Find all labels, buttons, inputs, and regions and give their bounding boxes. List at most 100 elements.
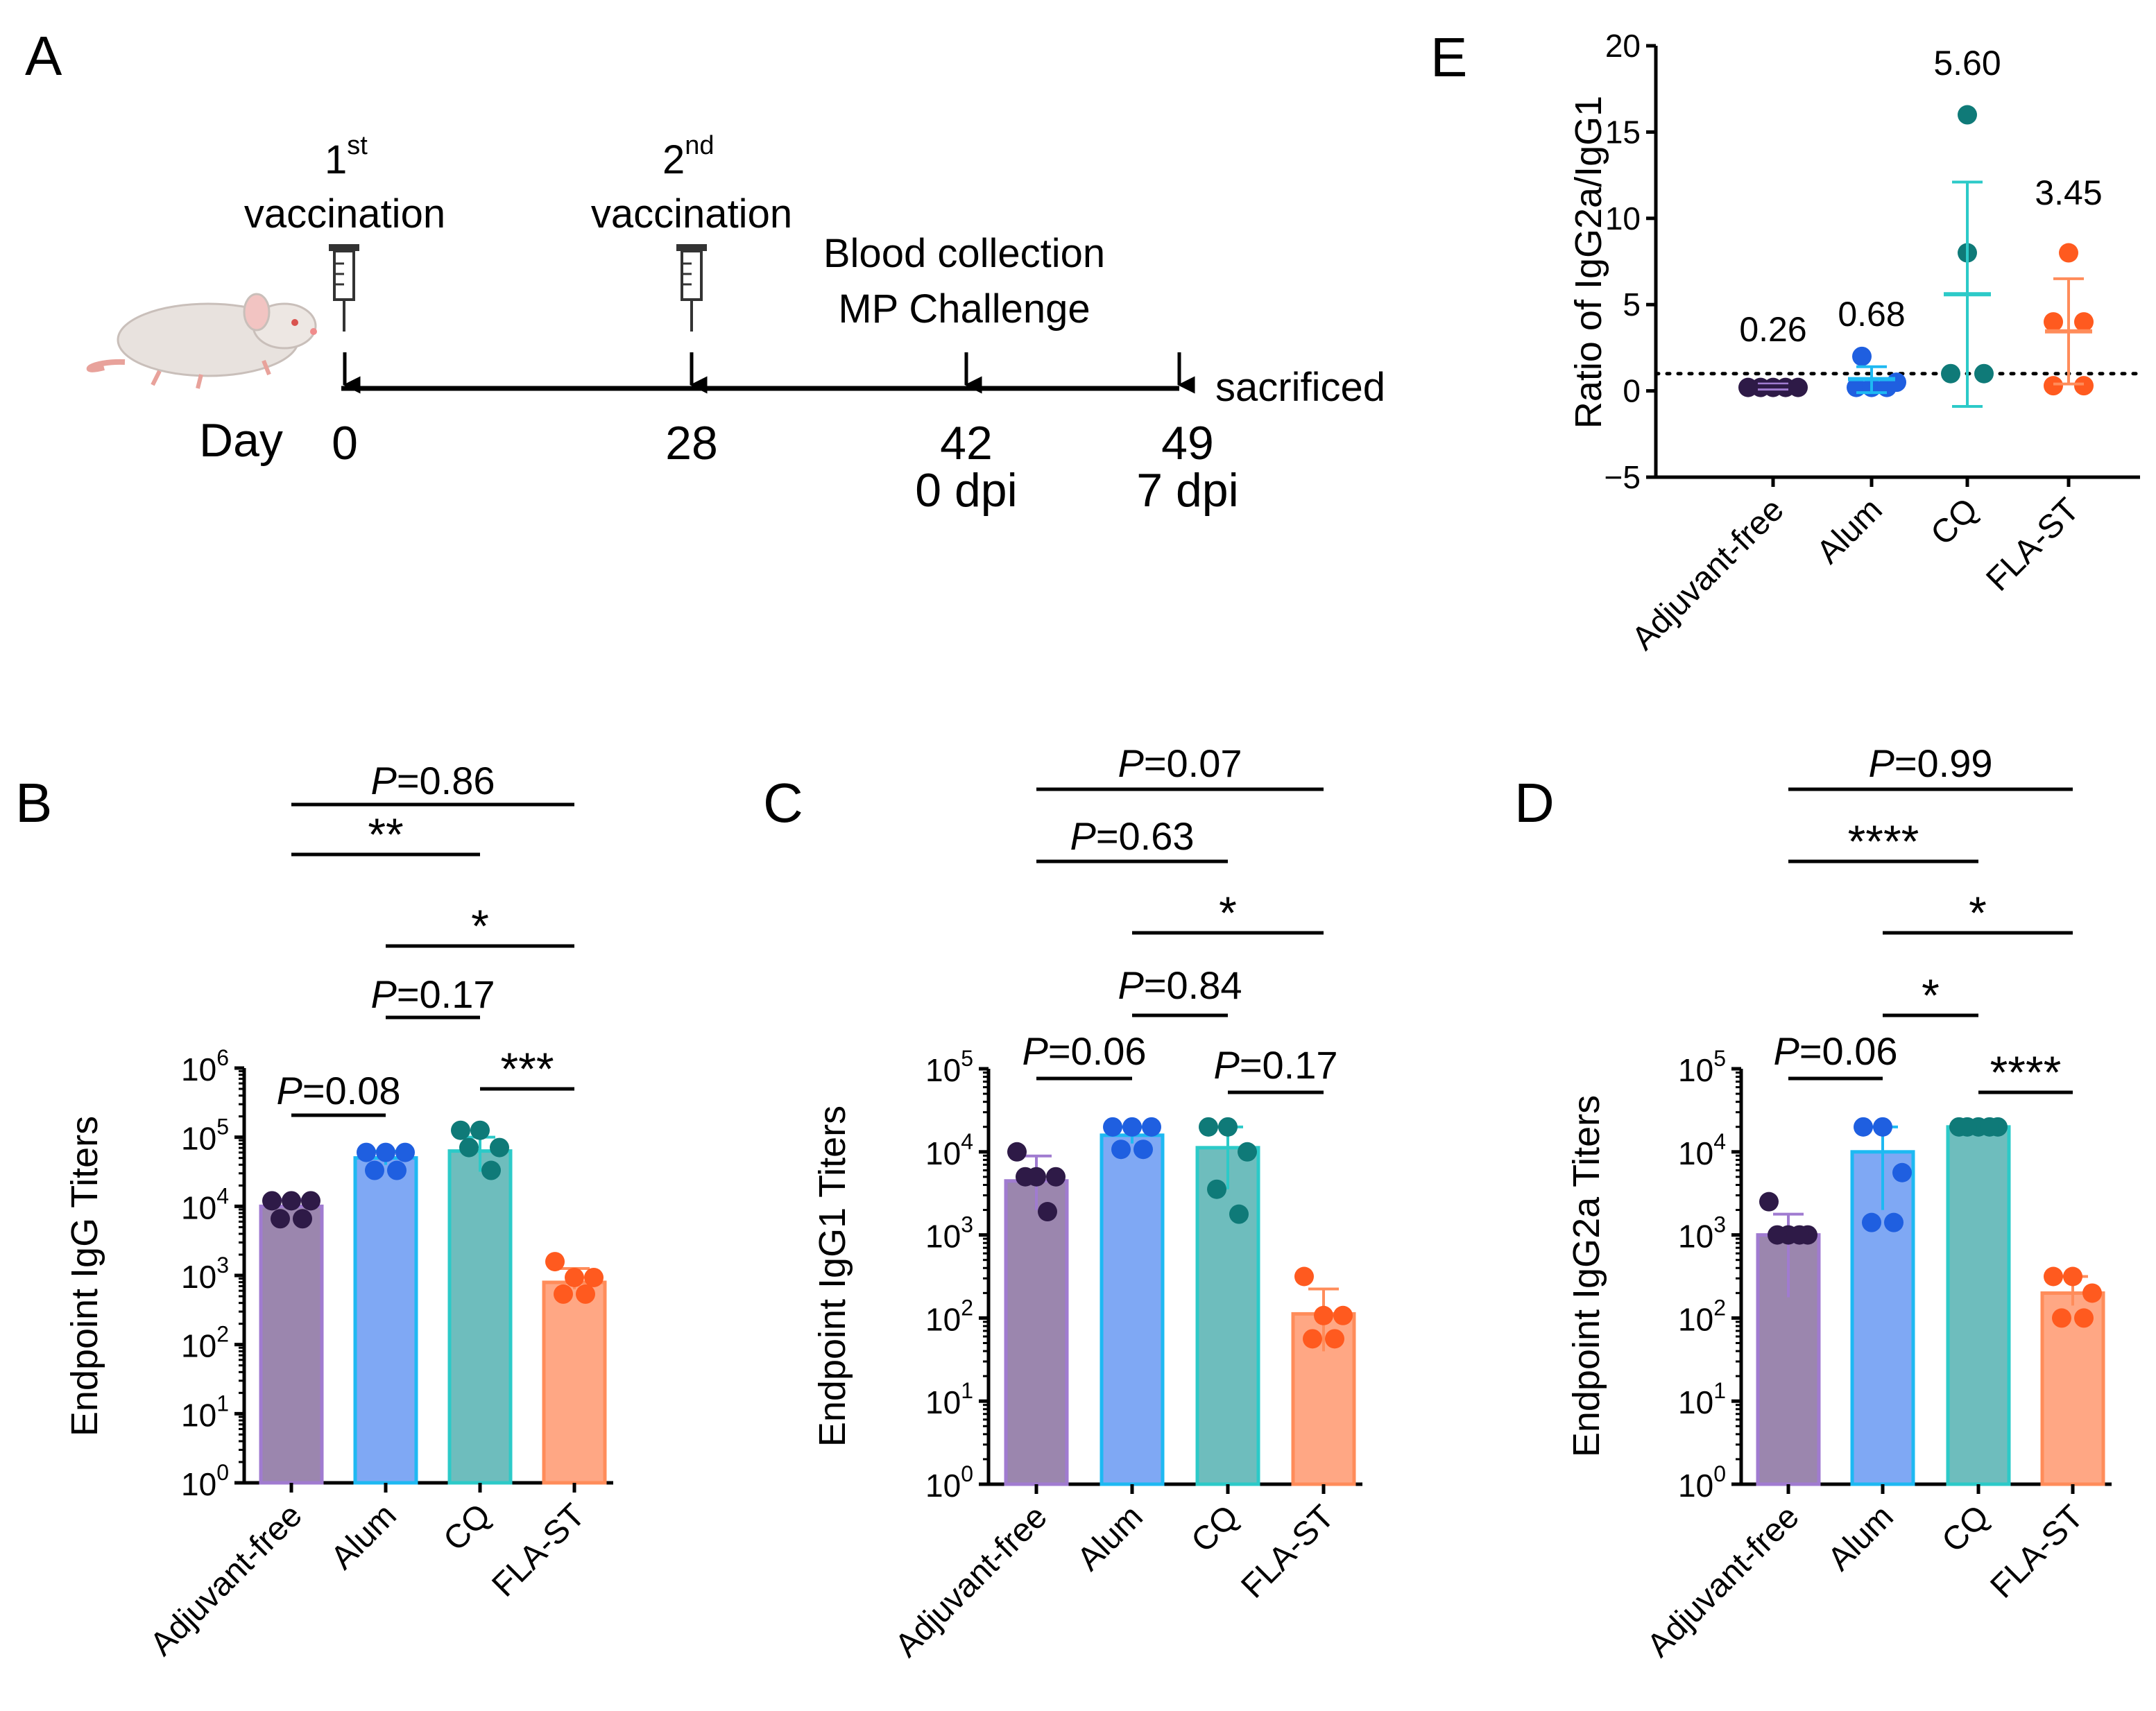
x-tick-label: CQ: [1924, 491, 1985, 552]
y-tick-exponent: 4: [216, 1183, 229, 1208]
y-axis-label: Endpoint IgG Titers: [64, 1116, 105, 1436]
x-tick-label: Adjuvant-free: [1625, 491, 1790, 657]
data-point: [1218, 1117, 1238, 1137]
p-value: =0.84: [1144, 963, 1242, 1007]
data-point: [1974, 363, 1994, 384]
x-tick-label: Alum: [324, 1497, 404, 1576]
y-tick-label: 5: [1623, 286, 1641, 323]
y-tick-exponent: 3: [216, 1253, 229, 1278]
p-value: =0.06: [1048, 1029, 1147, 1073]
day-value: 42: [940, 417, 993, 470]
y-tick-exponent: 2: [216, 1322, 229, 1347]
y-tick-label: 101: [1678, 1378, 1726, 1420]
x-tick-label: Alum: [1810, 491, 1890, 571]
y-tick-exponent: 3: [1713, 1212, 1726, 1237]
x-tick-label: FLA-ST: [1234, 1498, 1341, 1605]
data-point: [1333, 1305, 1353, 1325]
p-value: =0.63: [1096, 814, 1195, 858]
panel-label-a: A: [25, 25, 62, 87]
panel-label-c: C: [763, 772, 803, 834]
x-tick-label: FLA-ST: [485, 1497, 592, 1603]
data-point: [1007, 1142, 1027, 1162]
data-point: [376, 1142, 395, 1162]
bar: [1100, 1133, 1165, 1486]
data-point: [1038, 1202, 1057, 1222]
data-point: [1046, 1167, 1066, 1187]
x-tick-label: Alum: [1821, 1498, 1901, 1578]
y-tick-exponent: 0: [216, 1460, 229, 1485]
data-point: [1892, 1162, 1912, 1183]
y-tick-label: 104: [181, 1183, 229, 1226]
data-point: [1958, 1117, 1977, 1137]
y-axis-label: Endpoint IgG1 Titers: [812, 1106, 853, 1447]
data-point: [1325, 1329, 1344, 1349]
syringe-icon: [329, 244, 359, 332]
data-point: [357, 1142, 376, 1162]
x-tick-label: Alum: [1070, 1498, 1150, 1578]
second-vaccination-number: 2nd: [662, 131, 715, 182]
p-symbol: P: [1022, 1029, 1047, 1073]
y-axis-label: Endpoint IgG2a Titers: [1566, 1095, 1607, 1457]
x-tick-label: CQ: [436, 1497, 497, 1558]
data-point: [1238, 1142, 1257, 1162]
p-value: *: [1922, 970, 1940, 1021]
data-point: [1199, 1117, 1218, 1137]
y-tick-exponent: 0: [961, 1461, 973, 1486]
second-vaccination-label: vaccination: [591, 191, 792, 237]
y-tick-base: 10: [925, 1052, 961, 1088]
y-tick-label: 104: [1678, 1129, 1726, 1171]
data-point: [395, 1142, 415, 1162]
data-point: [1788, 377, 1808, 397]
data-point: [1852, 346, 1872, 366]
data-point: [1768, 1225, 1787, 1245]
y-tick-base: 10: [925, 1384, 961, 1420]
y-tick-exponent: 5: [216, 1115, 229, 1140]
data-point: [1980, 1117, 1999, 1137]
significance-label: P=0.17: [1213, 1043, 1337, 1087]
y-tick-base: 10: [925, 1219, 961, 1255]
panel-label-d: D: [1514, 772, 1555, 834]
sacrificed-label: sacrificed: [1215, 365, 1385, 410]
day-value: 49: [1161, 417, 1214, 470]
y-tick-label: 20: [1605, 28, 1641, 64]
data-point: [301, 1191, 320, 1211]
significance-label: P=0.17: [370, 972, 495, 1016]
significance-label: P=0.06: [1773, 1029, 1897, 1073]
data-point: [2063, 1266, 2082, 1287]
y-tick-base: 10: [181, 1397, 216, 1433]
data-point: [2074, 1308, 2094, 1328]
p-value: =0.07: [1144, 741, 1242, 785]
y-tick-label: 105: [925, 1046, 973, 1088]
y-tick-label: 102: [925, 1295, 973, 1337]
data-point: [451, 1120, 470, 1140]
significance-label: P=0.08: [276, 1069, 400, 1112]
y-tick-base: 10: [925, 1135, 961, 1171]
bar: [1946, 1125, 2011, 1486]
p-value: =0.17: [1240, 1043, 1338, 1087]
p-symbol: P: [370, 972, 396, 1016]
p-value: *: [1969, 887, 1987, 938]
panel-label-b: B: [15, 772, 52, 834]
p-value: ***: [500, 1043, 554, 1094]
y-tick-label: 103: [1678, 1212, 1726, 1255]
syringe-icon: [676, 244, 707, 332]
significance-label: P=0.99: [1868, 741, 1992, 785]
panel-label-e: E: [1430, 26, 1467, 88]
data-point: [1142, 1117, 1161, 1137]
first-vaccination-number: 1st: [325, 131, 368, 182]
y-tick-exponent: 1: [961, 1378, 973, 1403]
challenge-label: MP Challenge: [838, 286, 1090, 332]
p-symbol: P: [276, 1069, 302, 1112]
data-point: [293, 1209, 312, 1229]
y-tick-exponent: 4: [1713, 1129, 1726, 1154]
significance-label: ****: [1990, 1047, 2062, 1098]
data-point: [1103, 1117, 1122, 1137]
y-tick-label: 101: [925, 1378, 973, 1420]
mean-label: 3.45: [2035, 173, 2102, 212]
y-tick-label: 100: [925, 1461, 973, 1504]
panel-a: A 1st vacci: [25, 25, 1385, 517]
y-tick-label: 103: [925, 1212, 973, 1255]
y-tick-base: 10: [1678, 1468, 1713, 1504]
mean-label: 5.60: [1933, 44, 2001, 83]
mean-label: 0.26: [1739, 310, 1806, 349]
